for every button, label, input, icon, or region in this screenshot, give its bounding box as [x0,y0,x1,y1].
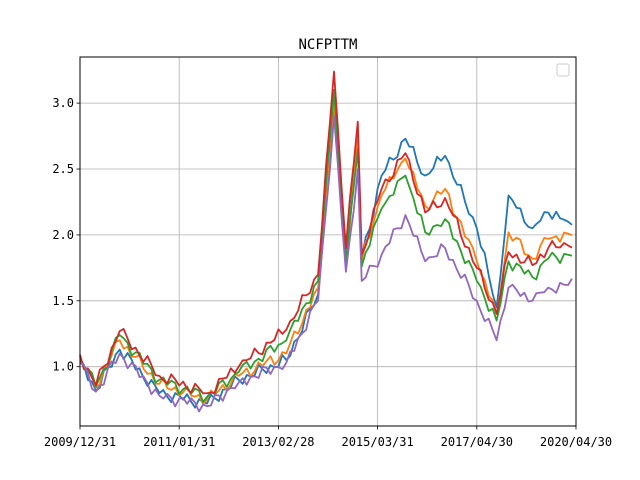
y-tick-label: 1.5 [52,294,74,308]
x-tick-label: 2011/01/31 [143,435,215,449]
y-axis: 1.0 1.5 2.0 2.5 3.0 [52,96,80,374]
plot-frame [79,56,577,427]
x-tick-label: 2009/12/31 [44,435,116,449]
y-tick-label: 3.0 [52,96,74,110]
x-tick-label: 2017/04/30 [441,435,513,449]
series-line-5 [79,115,573,413]
series-line-2 [79,99,573,406]
x-axis: 2009/12/31 2011/01/31 2013/02/28 2015/03/31… [44,426,612,449]
x-tick-label: 2015/03/31 [341,435,413,449]
series-line-4 [79,70,573,395]
chart-title: NCFPTTM [298,37,357,53]
y-tick-label: 2.0 [52,228,74,242]
series-line-1 [79,108,573,409]
legend-box [556,63,570,77]
y-tick-label: 1.0 [52,360,74,374]
y-tick-label: 2.5 [52,162,74,176]
series-group [79,70,573,413]
x-tick-label: 2013/02/28 [242,435,314,449]
series-line-3 [79,89,573,403]
x-tick-label: 2020/04/30 [540,435,612,449]
